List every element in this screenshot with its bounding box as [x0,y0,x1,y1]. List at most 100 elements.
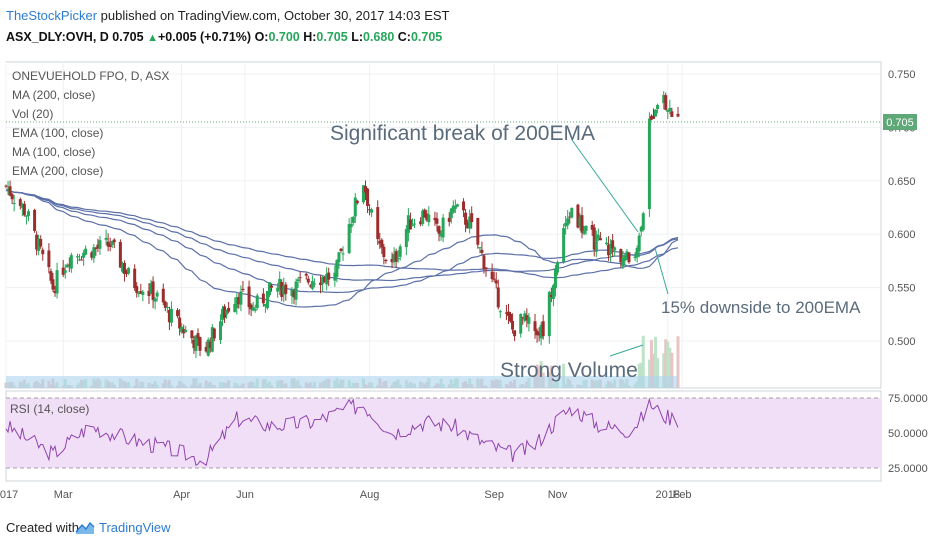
price-tick-label: 0.550 [888,283,916,295]
candle-body [206,339,210,356]
candle-body [419,221,423,225]
last-price: 0.705 [112,30,144,44]
volume-bar [637,363,641,388]
candle-body [355,200,359,204]
candle-body [580,215,584,233]
candle-body [423,209,427,218]
candle-body [182,329,186,334]
candle-body [118,242,122,268]
candle-body [325,273,329,285]
candle-body [178,317,182,329]
candle-body [566,218,570,226]
candle-body [490,271,494,280]
candle-body [235,297,239,309]
candle-body [590,225,594,230]
candle-body [484,267,488,270]
candle-body [67,264,71,266]
created-with-text: Created with [6,520,79,535]
candle-body [605,242,609,245]
tradingview-link[interactable]: TradingView [99,520,171,535]
volume-bar [647,359,651,388]
candle-body [233,303,237,312]
time-tick-label: Feb [673,489,692,501]
candle-body [592,227,596,250]
candle-body [247,286,251,308]
volume-bar [668,347,672,388]
candle-body [223,306,227,318]
candle-body [533,321,537,332]
legend-item: Vol (20) [12,107,53,121]
candle-body [84,248,88,255]
candle-body [110,240,114,246]
volume-bar [664,339,668,388]
candle-body [65,264,69,268]
candle-body [282,286,286,295]
candle-body [82,252,86,258]
candle-body [280,282,284,297]
high-label: H: [303,30,317,44]
candle-body [41,249,45,255]
candle-body [284,284,288,294]
candle-body [619,249,623,263]
author-link[interactable]: TheStockPicker [6,8,98,23]
candle-body [549,294,553,298]
candle-body [570,207,574,218]
candle-body [204,346,208,352]
volume-bar [562,363,566,388]
candle-body [151,281,155,300]
candle-body [492,278,496,280]
candle-body [8,186,12,196]
candle-body [427,214,431,223]
price-tick-label: 0.600 [888,229,916,241]
published-text: published on TradingView.com, October 30… [100,8,450,23]
close-value: 0.705 [410,30,443,44]
candle-body [541,321,545,337]
time-tick-label: Mar [54,489,73,501]
candle-body [335,260,339,277]
last-price-badge [883,114,917,130]
volume-bar [676,336,680,388]
candle-body [298,277,302,279]
candle-body [80,259,84,261]
candle-body [421,210,425,224]
time-tick-label: Nov [548,489,568,501]
candle-body [255,295,259,309]
candle-body [319,282,323,286]
candle-body [78,259,82,261]
price-chart[interactable]: 0.500 0.550 0.600 0.650 0.700 0.750 0.705 ONE… [0,0,932,508]
candle-body [382,246,386,258]
candle-body [108,244,112,247]
candle-body [406,215,410,234]
candle-body [425,213,429,221]
tradingview-logo-icon [75,521,95,534]
candle-body [462,201,466,211]
candle-body [276,287,280,292]
time-tick-label: 2018 [656,489,680,501]
candle-body [670,111,674,117]
candle-body [370,209,374,213]
candle-body [496,287,500,308]
candle-body [323,277,327,282]
candle-body [147,290,151,296]
candle-body [410,224,414,226]
ma-100-line [5,189,679,308]
candle-body [267,282,271,296]
candle-body [265,291,269,309]
volume-ma-area [6,376,678,388]
candle-body [666,109,670,112]
candle-body [476,217,480,245]
rsi-tick-label: 25.0000 [888,463,928,475]
candle-body [341,253,345,255]
chart-header: TheStockPicker published on TradingView.… [0,0,932,52]
candle-body [125,270,129,275]
candle-body [611,240,615,249]
moving-averages [5,189,679,308]
candle-body [553,269,557,289]
footer: Created with TradingView [0,508,932,550]
candle-body [435,218,439,224]
annotation-break: Significant break of 200EMA [330,122,595,145]
candle-body [106,241,110,247]
candle-body [225,310,229,315]
candle-body [221,308,225,320]
candle-body [278,278,282,290]
